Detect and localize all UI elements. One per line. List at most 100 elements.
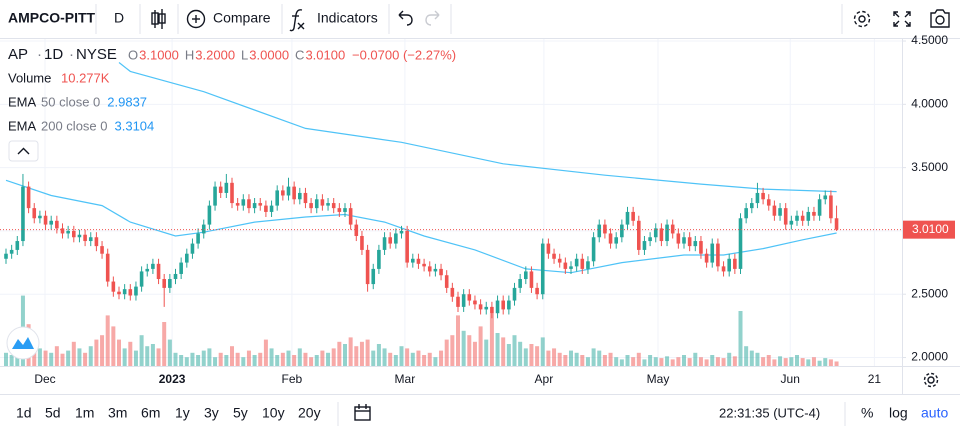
log-toggle[interactable]: log	[889, 405, 908, 421]
volume-bar	[456, 315, 460, 366]
candle-body	[151, 263, 155, 269]
interval-button[interactable]: D	[114, 10, 124, 26]
symbol-search[interactable]: AMPCO-PITT	[8, 10, 96, 26]
redo-button[interactable]	[425, 10, 440, 26]
candle-body	[518, 279, 522, 288]
candle-body	[26, 186, 31, 209]
candle-body	[603, 224, 607, 234]
range-button[interactable]: 1y	[175, 405, 190, 421]
volume-bar	[732, 356, 737, 366]
candle-body	[625, 211, 630, 225]
range-button[interactable]: 20y	[298, 405, 321, 421]
volume-bar	[766, 355, 771, 366]
volume-bar	[9, 355, 14, 366]
fullscreen-button[interactable]	[893, 11, 911, 27]
percent-toggle[interactable]: %	[861, 405, 873, 421]
candle-body	[218, 186, 223, 193]
volume-bar	[167, 339, 172, 366]
volume-bar	[535, 346, 540, 366]
candle-body	[348, 208, 353, 225]
range-button[interactable]: 5y	[233, 405, 248, 421]
compare-button[interactable]: Compare	[213, 10, 271, 26]
volume-bar	[676, 357, 681, 366]
volume-bar	[569, 350, 573, 366]
indicator-value: 2.9837	[107, 94, 147, 109]
candle-body	[524, 271, 528, 280]
undo-button[interactable]	[398, 10, 413, 26]
ohlc-key: H	[185, 47, 194, 62]
volume-bar	[246, 350, 251, 366]
candle-body	[275, 190, 279, 206]
volume-bar	[331, 348, 336, 366]
candle-body	[535, 287, 539, 295]
candle-body	[292, 186, 296, 200]
range-button[interactable]: 10y	[262, 405, 285, 421]
candle-body	[557, 258, 562, 263]
candle-body	[162, 279, 166, 288]
candle-body	[642, 241, 647, 250]
volume-bar	[501, 337, 506, 366]
ohlc-value: 3.1000	[139, 47, 179, 62]
volume-bar	[467, 335, 472, 366]
volume-bar	[393, 355, 398, 366]
volume-bar	[77, 348, 82, 366]
volume-bar	[43, 350, 48, 366]
volume-bar	[461, 330, 466, 366]
candle-body	[252, 203, 257, 209]
volume-pane	[4, 295, 839, 366]
settings-button[interactable]	[853, 10, 871, 28]
grid	[0, 39, 902, 366]
candle-body	[750, 203, 754, 209]
candle-body	[716, 243, 720, 267]
range-button[interactable]: 3m	[108, 405, 127, 421]
candle-body	[55, 220, 59, 229]
indicators-icon[interactable]	[289, 9, 305, 32]
auto-toggle[interactable]: auto	[921, 405, 948, 421]
time-axis-settings[interactable]	[923, 372, 939, 388]
compare-icon[interactable]	[186, 9, 206, 29]
range-button[interactable]: 1m	[75, 405, 94, 421]
indicators-button[interactable]: Indicators	[317, 10, 378, 26]
x-tick-label: 21	[868, 372, 882, 386]
range-button[interactable]: 6m	[141, 405, 160, 421]
candle-body	[247, 199, 251, 209]
candle-body	[77, 234, 82, 238]
volume-bar	[529, 344, 534, 366]
candle-body	[83, 234, 87, 242]
candle-body	[331, 203, 336, 209]
volume-bar	[173, 352, 178, 366]
volume-bar	[337, 341, 342, 366]
legend: AP · 1D · NYSE O 3.1000 H 3.2000 L 3.0000 C 3.0…	[8, 46, 456, 162]
volume-bar	[608, 352, 613, 366]
goto-date-button[interactable]	[354, 404, 371, 421]
collapse-legend-button[interactable]	[8, 140, 39, 162]
volume-bar	[162, 322, 167, 366]
candle-body	[343, 208, 347, 212]
candle-body	[467, 294, 472, 301]
volume-bar	[631, 357, 636, 366]
chart-type-button[interactable]	[151, 9, 166, 29]
candle-body	[817, 199, 822, 216]
candle-body	[185, 253, 189, 263]
volume-bar	[258, 352, 263, 366]
volume-bar	[710, 355, 715, 366]
candle-body	[778, 208, 782, 216]
ohlc-value: 3.0000	[249, 47, 289, 62]
candle-body	[9, 249, 14, 254]
candle-body	[512, 287, 517, 301]
candle-body	[365, 249, 370, 285]
candle-body	[495, 300, 500, 314]
volume-bar	[122, 348, 127, 366]
range-button[interactable]: 3y	[204, 405, 219, 421]
candle-body	[766, 199, 771, 206]
range-button[interactable]: 5d	[45, 405, 61, 421]
candle-body	[478, 304, 483, 310]
x-tick-label: 2023	[159, 372, 186, 386]
volume-bar	[783, 358, 788, 366]
volume-bar	[834, 361, 839, 366]
volume-bar	[636, 352, 641, 366]
screenshot-button[interactable]	[930, 9, 950, 28]
range-button[interactable]: 1d	[16, 405, 32, 421]
candle-body	[309, 203, 313, 209]
